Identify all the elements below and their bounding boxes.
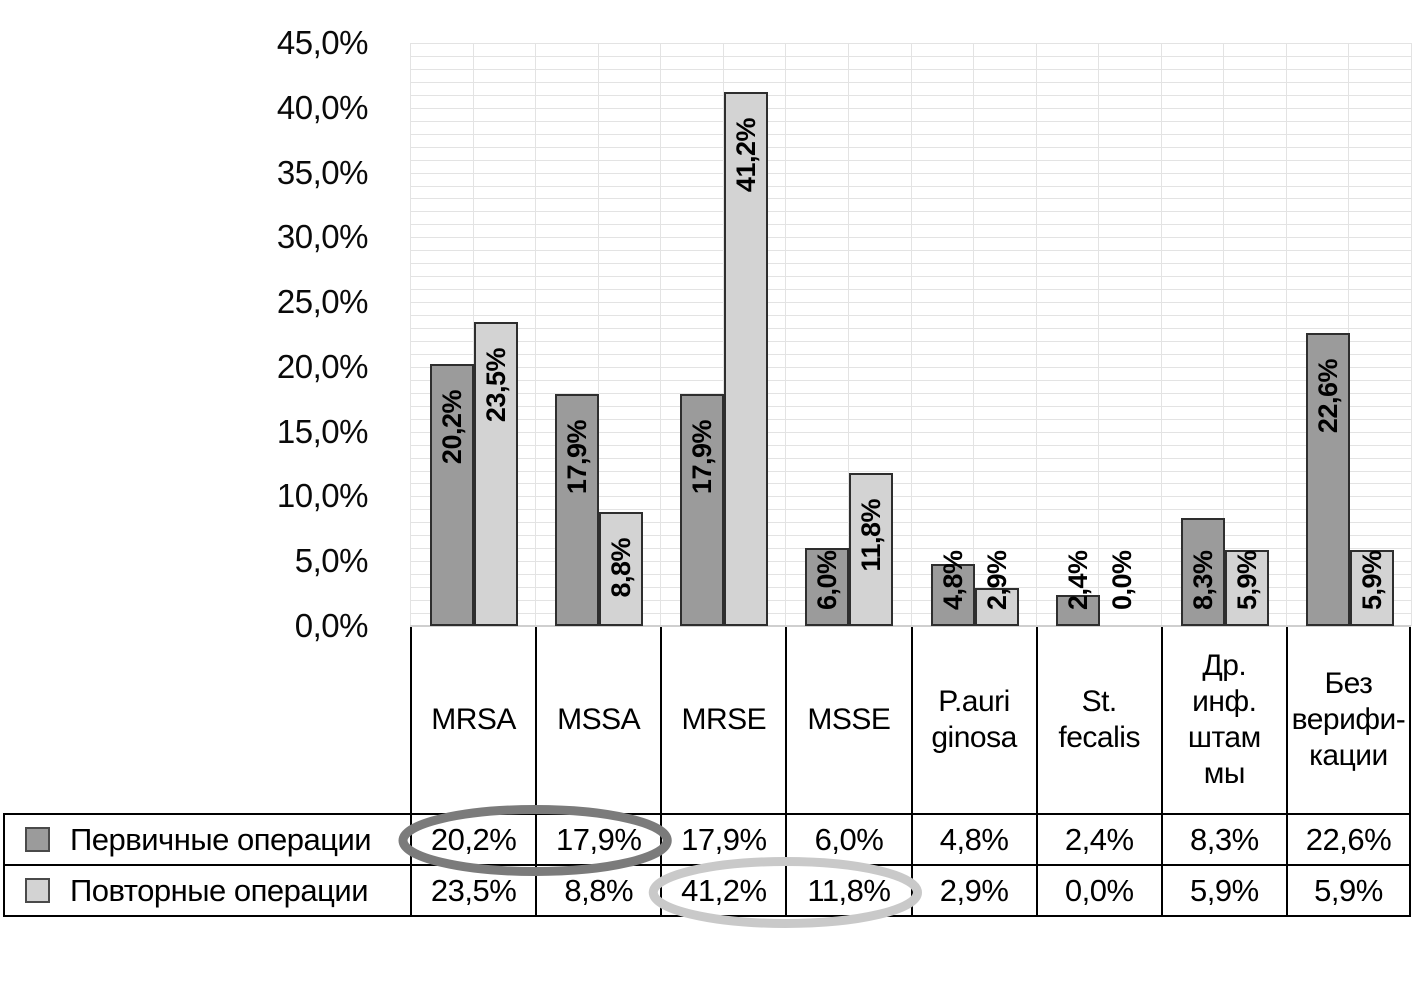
bar-secondary-7 (1224, 549, 1269, 626)
legend-series-name: Первичные операции (70, 821, 372, 857)
gridline-vertical (1285, 43, 1287, 626)
y-axis-tick-label: 25,0% (276, 283, 369, 321)
table-value-cell: 41,2% (660, 864, 786, 917)
table-value-cell: 2,9% (910, 864, 1036, 917)
y-axis-tick-label: 40,0% (276, 88, 369, 126)
y-axis-tick-label: 0,0% (294, 607, 369, 644)
gridline-vertical (1098, 43, 1100, 626)
y-axis-tick-label: 30,0% (276, 218, 369, 256)
bar-value-label: 17,9% (562, 420, 593, 495)
category-label-cell: St. fecalis (1035, 627, 1161, 813)
table-value-cell: 6,0% (785, 813, 911, 864)
bar-value-label: 41,2% (731, 118, 762, 193)
table-value-cell: 5,9% (1160, 864, 1286, 917)
category-label-cell: MRSA (410, 627, 535, 813)
category-label-cell: MSSA (535, 627, 660, 813)
category-label-cell: P.auri ginosa (910, 627, 1036, 813)
bar-primary-6 (1055, 594, 1100, 626)
gridline-vertical (1035, 43, 1037, 626)
gridline-vertical (597, 43, 599, 626)
bar-value-label: 17,9% (687, 420, 718, 495)
table-value-cell: 8,8% (535, 864, 661, 917)
table-value-cell: 11,8% (785, 864, 911, 917)
gridline-vertical (847, 43, 849, 626)
bar-value-label: 0,0% (1106, 550, 1137, 610)
bar-primary-1 (430, 364, 474, 626)
gridline-vertical (785, 43, 787, 626)
bar-primary-2 (555, 394, 600, 626)
bar-value-label: 6,0% (812, 550, 843, 610)
bar-value-label: 4,8% (937, 550, 968, 610)
table-value-cell: 0,0% (1035, 864, 1161, 917)
table-value-cell: 22,6% (1285, 813, 1411, 864)
bar-value-label: 5,9% (1231, 550, 1262, 610)
y-axis-tick-label: 20,0% (276, 347, 369, 385)
y-axis-tick-label: 15,0% (276, 412, 369, 450)
x-axis-line (410, 625, 1411, 627)
bar-value-label: 5,9% (1356, 550, 1387, 610)
bar-secondary-4 (849, 473, 894, 626)
gridline-vertical (910, 43, 912, 626)
bar-value-label: 2,4% (1062, 550, 1093, 610)
gridline-vertical (1160, 43, 1162, 626)
bar-value-label: 2,9% (981, 550, 1012, 610)
bar-primary-8 (1305, 333, 1350, 626)
table-value-cell: 23,5% (410, 864, 536, 917)
legend-cell: Первичные операции (3, 813, 410, 864)
legend-swatch-secondary (25, 878, 50, 903)
table-value-cell: 17,9% (535, 813, 661, 864)
legend-swatch-primary (25, 827, 50, 852)
gridline-vertical (973, 43, 975, 626)
bar-value-label: 20,2% (437, 390, 467, 465)
gridline-vertical (1223, 43, 1225, 626)
bar-value-label: 8,8% (606, 537, 637, 598)
bar-secondary-5 (974, 588, 1019, 626)
gridline-vertical (472, 43, 474, 626)
y-axis-tick-label: 35,0% (276, 153, 369, 191)
bar-secondary-1 (474, 321, 518, 626)
category-label-cell: MSSE (785, 627, 910, 813)
bar-value-label: 23,5% (481, 347, 511, 422)
gridline-vertical (410, 43, 411, 626)
bar-primary-7 (1180, 518, 1225, 626)
plot-area: 20,2% 17,9% 17,9% 6,0% 4,8% 2,4% 8,3% 22,6% 23,5… (410, 43, 1412, 627)
table-value-cell: 8,3% (1160, 813, 1286, 864)
legend-cell: Повторные операции (3, 864, 410, 917)
bar-value-label: 8,3% (1187, 550, 1218, 610)
bar-primary-5 (930, 563, 975, 626)
table-value-cell: 17,9% (660, 813, 786, 864)
category-label-cell: MRSE (660, 627, 785, 813)
bar-primary-4 (805, 548, 850, 626)
table-value-cell: 5,9% (1285, 864, 1411, 917)
bar-secondary-3 (724, 92, 769, 626)
category-label-cell: Без верифи- кации (1285, 627, 1411, 813)
y-axis-tick-label: 10,0% (276, 477, 369, 515)
y-axis-tick-label: 5,0% (294, 542, 369, 580)
table-value-cell: 2,4% (1035, 813, 1161, 864)
table-value-cell: 20,2% (410, 813, 536, 864)
bar-value-label: 11,8% (856, 499, 887, 572)
bar-value-label: 22,6% (1312, 359, 1343, 434)
table-value-cell: 4,8% (910, 813, 1036, 864)
y-axis-tick-label: 45,0% (276, 24, 369, 61)
bar-secondary-8 (1349, 549, 1394, 626)
gridline-vertical (722, 43, 724, 626)
bar-primary-3 (680, 394, 725, 626)
gridline-vertical (1411, 43, 1412, 626)
bar-secondary-2 (599, 512, 644, 626)
gridline-vertical (660, 43, 662, 626)
legend-series-name: Повторные операции (70, 872, 369, 908)
category-label-cell: Др. инф. штам мы (1160, 627, 1286, 813)
gridline-vertical (535, 43, 537, 626)
